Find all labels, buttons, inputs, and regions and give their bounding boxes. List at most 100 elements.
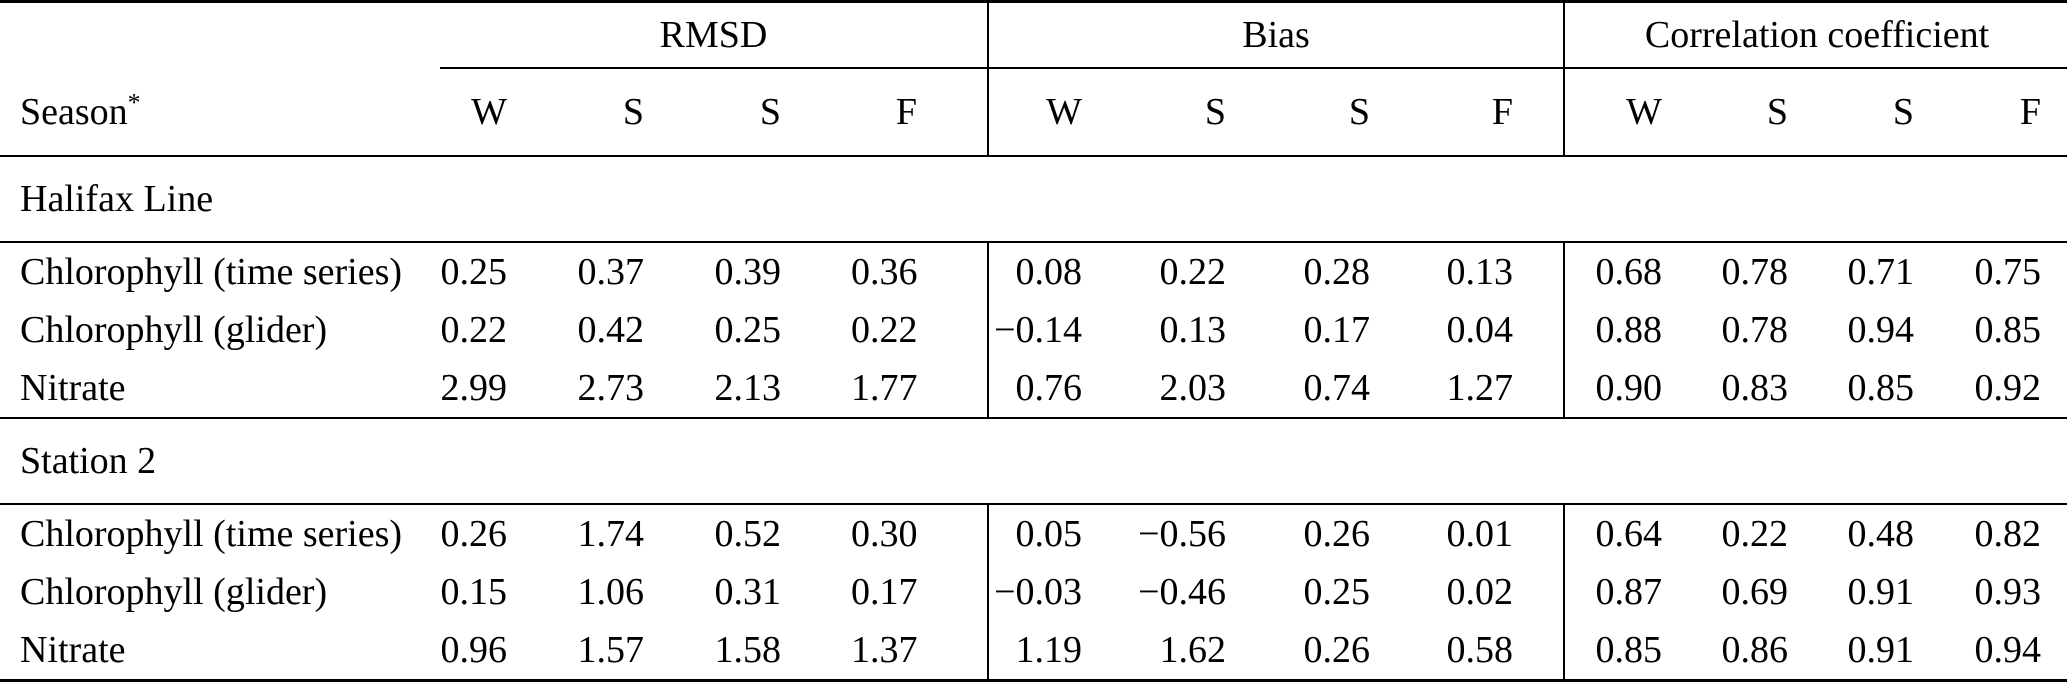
- col-header-bias-s2: S: [1276, 68, 1421, 157]
- cell-value: 0.92: [1942, 359, 2067, 419]
- cell-value: 0.82: [1974, 513, 2042, 555]
- cell-value: 0.74: [1276, 359, 1421, 419]
- col-header-corr-f: F: [1942, 68, 2067, 157]
- cell-value: 0.75: [1974, 251, 2042, 293]
- cell-value: 0.76: [987, 359, 1133, 419]
- row-label: Nitrate: [20, 629, 126, 671]
- column-header-row: Season* W S S F W S S F W S S F: [0, 68, 2067, 157]
- cell-value: 0.86: [1721, 629, 1789, 671]
- corner-spacer: [0, 2, 440, 69]
- cell-value: 1.57: [577, 629, 645, 671]
- season-label: Season: [20, 90, 128, 133]
- cell-value: 0.22: [440, 309, 508, 351]
- cell-value: 0.28: [1303, 251, 1371, 293]
- col-header-rmsd-s1: S: [577, 68, 714, 157]
- row-label: Chlorophyll (glider): [20, 309, 328, 351]
- col-header-bias-s1: S: [1132, 68, 1277, 157]
- row-label: Chlorophyll (time series): [20, 513, 403, 555]
- section-title: Station 2: [0, 418, 2067, 505]
- cell-value: 0.01: [1446, 513, 1514, 555]
- cell-value: 0.17: [851, 571, 918, 613]
- cell-value: 0.37: [577, 251, 645, 293]
- cell-value: −0.03: [987, 563, 1133, 621]
- cell-value: 0.52: [714, 513, 782, 555]
- footnote-marker: *: [127, 86, 141, 116]
- row-label: Chlorophyll (glider): [20, 571, 328, 613]
- row-label: Chlorophyll (time series): [20, 251, 403, 293]
- cell-value: 0.85: [1563, 621, 1691, 681]
- cell-value: 1.74: [577, 513, 645, 555]
- cell-value: 0.39: [714, 251, 782, 293]
- cell-value: 0.13: [1159, 309, 1227, 351]
- cell-value: 0.91: [1847, 571, 1915, 613]
- col-header-corr-s1: S: [1690, 68, 1817, 157]
- table-row: Chlorophyll (time series) 0.25 0.37 0.39…: [0, 242, 2067, 301]
- cell-value: 0.88: [1563, 301, 1691, 359]
- section-title: Halifax Line: [0, 156, 2067, 243]
- group-header-bias: Bias: [987, 1, 1565, 69]
- cell-value: 0.13: [1446, 251, 1514, 293]
- group-header-rmsd: RMSD: [440, 1, 989, 69]
- cell-value: 1.27: [1420, 359, 1565, 419]
- cell-value: 2.03: [1132, 359, 1277, 419]
- cell-value: 1.77: [851, 359, 989, 419]
- cell-value: 1.06: [577, 571, 645, 613]
- cell-value: 0.69: [1721, 571, 1789, 613]
- cell-value: 0.68: [1563, 242, 1691, 301]
- cell-value: 0.22: [1721, 513, 1789, 555]
- cell-value: 1.19: [987, 621, 1133, 681]
- cell-value: 0.78: [1721, 251, 1789, 293]
- cell-value: 0.25: [714, 309, 782, 351]
- cell-value: 0.85: [1816, 359, 1943, 419]
- cell-value: 2.13: [714, 359, 851, 419]
- cell-value: 0.94: [1974, 629, 2042, 671]
- col-header-rmsd-w: W: [440, 68, 577, 157]
- col-header-corr-s2: S: [1816, 68, 1943, 157]
- cell-value: 0.48: [1847, 513, 1915, 555]
- cell-value: 0.15: [440, 571, 508, 613]
- cell-value: 0.85: [1974, 309, 2042, 351]
- cell-value: 0.94: [1847, 309, 1915, 351]
- cell-value: 0.25: [1303, 571, 1371, 613]
- table-row: Nitrate 2.99 2.73 2.13 1.77 0.76 2.03 0.…: [0, 359, 2067, 419]
- section-row-halifax-line: Halifax Line: [0, 156, 2067, 243]
- cell-value: 1.58: [714, 629, 782, 671]
- cell-value: 2.73: [577, 359, 714, 419]
- cell-value: 0.05: [987, 504, 1133, 563]
- col-header-bias-f: F: [1420, 68, 1565, 157]
- cell-value: 0.36: [851, 251, 918, 293]
- table-row: Chlorophyll (glider) 0.22 0.42 0.25 0.22…: [0, 301, 2067, 359]
- cell-value: 0.31: [714, 571, 782, 613]
- col-header-rmsd-s2: S: [714, 68, 851, 157]
- section-row-station-2: Station 2: [0, 418, 2067, 505]
- cell-value: 0.64: [1563, 504, 1691, 563]
- season-header: Season*: [0, 68, 440, 157]
- cell-value: 0.26: [1303, 513, 1371, 555]
- cell-value: 0.42: [577, 309, 645, 351]
- cell-value: 1.37: [851, 629, 918, 671]
- cell-value: 0.71: [1847, 251, 1915, 293]
- table-row: Chlorophyll (glider) 0.15 1.06 0.31 0.17…: [0, 563, 2067, 621]
- cell-value: 0.26: [1303, 629, 1371, 671]
- cell-value: 0.08: [987, 242, 1133, 301]
- col-header-corr-w: W: [1563, 68, 1691, 157]
- cell-value: 0.78: [1721, 309, 1789, 351]
- col-header-rmsd-f: F: [851, 68, 989, 157]
- cell-value: 0.22: [1159, 251, 1227, 293]
- cell-value: 0.30: [851, 513, 918, 555]
- cell-value: 0.83: [1690, 359, 1817, 419]
- cell-value: 0.25: [440, 251, 508, 293]
- cell-value: 0.02: [1446, 571, 1514, 613]
- row-label: Nitrate: [0, 359, 440, 419]
- cell-value: 0.58: [1446, 629, 1514, 671]
- cell-value: −0.14: [987, 301, 1133, 359]
- cell-value: 1.62: [1159, 629, 1227, 671]
- cell-value: −0.46: [1138, 571, 1227, 613]
- group-header-row: RMSD Bias Correlation coefficient: [0, 1, 2067, 69]
- cell-value: 0.26: [440, 513, 508, 555]
- cell-value: 0.17: [1303, 309, 1371, 351]
- table-row: Nitrate 0.96 1.57 1.58 1.37 1.19 1.62 0.…: [0, 621, 2067, 681]
- cell-value: 0.93: [1974, 571, 2042, 613]
- cell-value: 0.87: [1563, 563, 1691, 621]
